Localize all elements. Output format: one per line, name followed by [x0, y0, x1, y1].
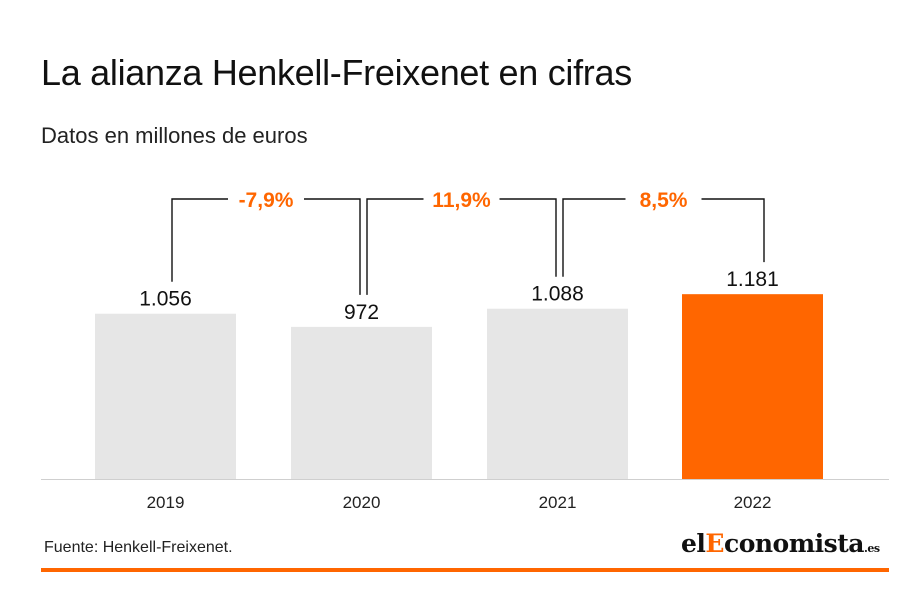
chart-subtitle: Datos en millones de euros	[41, 123, 308, 148]
value-label-2022: 1.181	[726, 268, 779, 291]
logo-part-conomista: conomista	[723, 529, 865, 558]
change-label-2021-2022: 8,5%	[640, 189, 688, 212]
value-label-2021: 1.088	[531, 283, 584, 306]
publisher-logo: elEconomista.es	[681, 529, 880, 558]
bar-2019	[95, 313, 236, 479]
value-label-2020: 972	[344, 301, 379, 324]
change-label-2019-2020: -7,9%	[239, 189, 294, 212]
change-label-2020-2021: 11,9%	[432, 189, 491, 212]
logo-part-el: el	[681, 529, 706, 558]
change-bracket-2019-2020	[171, 198, 361, 295]
x-tick-label-2021: 2021	[539, 493, 577, 512]
bottom-rule	[41, 568, 889, 572]
chart-title: La alianza Henkell-Freixenet en cifras	[41, 52, 632, 93]
bar-chart: 1.056 972 1.088 1.181 2019 2020 2021 2022 -7,9% 1…	[41, 189, 889, 512]
x-tick-label-2020: 2020	[343, 493, 381, 512]
source-note: Fuente: Henkell-Freixenet.	[44, 539, 233, 556]
bar-2022	[682, 294, 823, 479]
logo-tld: .es	[864, 542, 880, 555]
logo-part-e: E	[705, 529, 724, 558]
change-bracket-2020-2021	[366, 198, 557, 295]
change-bracket-2021-2022	[562, 198, 765, 277]
x-tick-label-2019: 2019	[147, 493, 185, 512]
bar-2020	[291, 326, 432, 479]
value-label-2019: 1.056	[139, 288, 192, 311]
x-tick-label-2022: 2022	[734, 493, 772, 512]
bar-2021	[487, 308, 628, 479]
